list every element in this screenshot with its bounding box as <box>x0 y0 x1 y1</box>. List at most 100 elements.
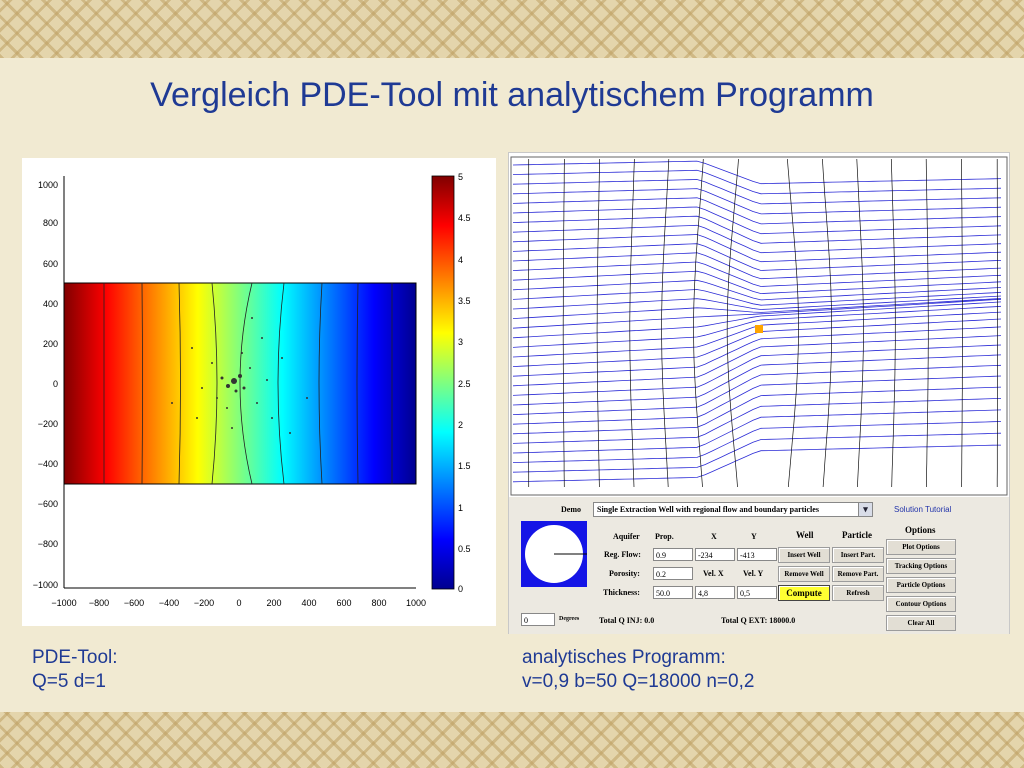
porosity-prop-field[interactable]: 0.2 <box>653 567 693 580</box>
thickness-prop-field[interactable]: 50.0 <box>653 586 693 599</box>
decorative-border-bottom <box>0 712 1024 768</box>
equipotential-line <box>596 158 600 488</box>
porosity-label: Porosity: <box>609 569 640 578</box>
total-q-inj: Total Q INJ: 0.0 <box>599 616 655 625</box>
streamline <box>512 326 1002 377</box>
colorbar-tick-label: 4.5 <box>458 213 471 223</box>
streamline <box>512 344 1002 396</box>
header-y: Y <box>751 532 757 541</box>
x-tick-label: 800 <box>371 598 386 608</box>
streamline <box>512 301 1002 339</box>
options-label: Options <box>905 525 936 535</box>
equipotential-line <box>822 158 832 488</box>
contour-options-button[interactable]: Contour Options <box>886 596 956 612</box>
x-tick-label: 1000 <box>406 598 426 608</box>
x-tick-label: 600 <box>336 598 351 608</box>
streamline <box>512 289 1002 306</box>
streamline <box>512 444 1002 483</box>
y-tick-label: −600 <box>38 499 58 509</box>
decorative-border-top <box>0 0 1024 58</box>
degrees-field[interactable]: 0 <box>521 613 555 626</box>
pde-tool-figure: 1000 800 600 400 200 0 −200 −400 −600 −8… <box>22 158 496 626</box>
insert-well-button[interactable]: Insert Well <box>778 547 830 563</box>
chevron-down-icon[interactable]: ▾ <box>858 503 872 516</box>
streamline <box>512 215 1002 244</box>
extraction-well-marker <box>755 325 763 333</box>
demo-select[interactable]: Single Extraction Well with regional flo… <box>593 502 873 517</box>
colorbar-tick-label: 0.5 <box>458 544 471 554</box>
caption-left-line2: Q=5 d=1 <box>32 671 106 692</box>
equipotential-line <box>726 158 739 488</box>
y-tick-label: 1000 <box>38 180 58 190</box>
equipotential-lines-group <box>527 158 998 488</box>
streamline <box>512 375 1002 425</box>
x-tick-label: −600 <box>124 598 144 608</box>
streamline <box>512 243 1002 271</box>
streamline <box>512 335 1002 387</box>
particle-options-button[interactable]: Particle Options <box>886 577 956 593</box>
header-aquifer: Aquifer <box>613 532 640 541</box>
equipotential-line <box>787 158 799 488</box>
streamline <box>512 298 1002 329</box>
y-tick-label: 600 <box>43 259 58 269</box>
equipotential-line <box>661 158 670 488</box>
x-tick-label: 0 <box>236 598 241 608</box>
streamline <box>512 386 1002 435</box>
vel-y-field[interactable]: 0,5 <box>737 586 777 599</box>
caption-right-line2: v=0,9 b=50 Q=18000 n=0,2 <box>522 671 755 692</box>
equipotential-line <box>890 158 896 488</box>
x-tick-label: −400 <box>159 598 179 608</box>
refresh-button[interactable]: Refresh <box>832 585 884 601</box>
reg-flow-x-field[interactable]: -234 <box>695 548 735 561</box>
y-tick-label: 0 <box>53 379 58 389</box>
flow-direction-dial <box>525 525 587 583</box>
caption-left: PDE-Tool: Q=5 d=1 <box>32 646 118 694</box>
remove-well-button[interactable]: Remove Well <box>778 566 830 582</box>
vel-x-field[interactable]: 4,8 <box>695 586 735 599</box>
streamline <box>512 169 1002 195</box>
streamline <box>512 432 1002 473</box>
streamline <box>512 224 1002 254</box>
x-tick-label: 400 <box>301 598 316 608</box>
y-tick-labels: 1000 800 600 400 200 0 −200 −400 −600 −8… <box>33 180 58 590</box>
x-tick-label: −200 <box>194 598 214 608</box>
flow-direction-panel[interactable] <box>521 521 587 587</box>
colorbar-tick-label: 2.5 <box>458 379 471 389</box>
plot-options-button[interactable]: Plot Options <box>886 539 956 555</box>
clear-all-button[interactable]: Clear All <box>886 615 956 631</box>
colorbar-tick-label: 1.5 <box>458 461 471 471</box>
demo-label: Demo <box>561 505 581 514</box>
degrees-label: Degrees <box>559 616 580 622</box>
colorbar-tick-label: 4 <box>458 255 463 265</box>
colorbar-tick-label: 3.5 <box>458 296 471 306</box>
y-tick-label: 800 <box>43 218 58 228</box>
y-tick-label: 200 <box>43 339 58 349</box>
reg-flow-prop-field[interactable]: 0.9 <box>653 548 693 561</box>
thickness-label: Thickness: <box>603 588 640 597</box>
reg-flow-y-field[interactable]: -413 <box>737 548 777 561</box>
equipotential-line <box>562 158 565 488</box>
solution-tutorial-link[interactable]: Solution Tutorial <box>894 505 952 514</box>
pde-contour-plot: 1000 800 600 400 200 0 −200 −400 −600 −8… <box>33 172 471 608</box>
tracking-options-button[interactable]: Tracking Options <box>886 558 956 574</box>
y-tick-label: −200 <box>38 419 58 429</box>
demo-select-value: Single Extraction Well with regional flo… <box>597 505 819 514</box>
control-panel: Demo Single Extraction Well with regiona… <box>509 497 1009 634</box>
y-tick-label: 400 <box>43 299 58 309</box>
insert-particle-button[interactable]: Insert Part. <box>832 547 884 563</box>
header-prop: Prop. <box>655 532 674 541</box>
equipotential-line <box>629 158 635 488</box>
compute-button[interactable]: Compute <box>778 585 830 601</box>
streamline <box>512 305 1002 348</box>
y-tick-label: −800 <box>38 539 58 549</box>
remove-particle-button[interactable]: Remove Part. <box>832 566 884 582</box>
streamline <box>512 421 1002 463</box>
colorbar <box>431 175 455 590</box>
colorbar-tick-label: 2 <box>458 420 463 430</box>
equipotential-line <box>693 158 704 488</box>
header-x: X <box>711 532 717 541</box>
flowline-plot[interactable] <box>509 153 1009 497</box>
caption-right-line1: analytisches Programm: <box>522 647 726 668</box>
y-tick-label: −1000 <box>33 580 58 590</box>
streamlines-group <box>512 160 1002 483</box>
